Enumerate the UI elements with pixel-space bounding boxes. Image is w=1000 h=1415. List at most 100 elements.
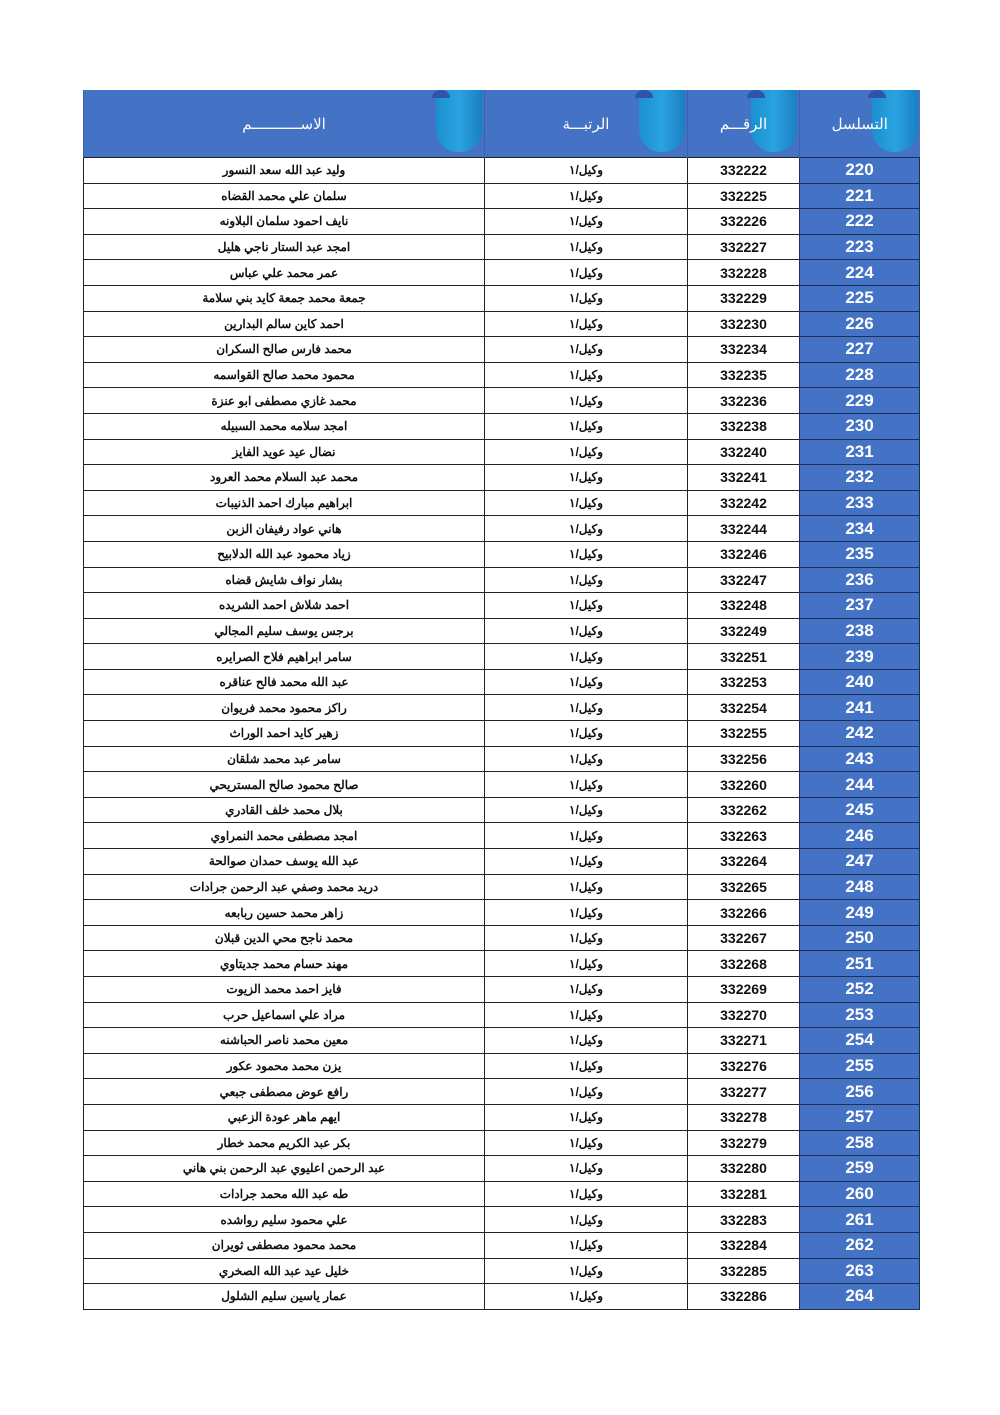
cell-name: امجد مصطفى محمد النمراوي: [83, 822, 485, 850]
table-row: 231 332240 وكيل/١ نضال عيد عويد الفايز: [83, 438, 920, 466]
cell-serial: 232: [799, 464, 920, 491]
cell-name: نايف احمود سلمان البلاونه: [83, 208, 485, 235]
table-row: 227 332234 وكيل/١ محمد فارس صالح السكران: [83, 336, 920, 363]
table-row: 236 332247 وكيل/١ بشار نواف شايش قضاه: [83, 566, 920, 594]
table-row: 257 332278 وكيل/١ ايهم ماهر عودة الزعبي: [83, 1103, 920, 1131]
table-body: 220 332222 وكيل/١ وليد عبد الله سعد النسور 2…: [83, 157, 920, 1310]
cell-serial: 236: [799, 566, 920, 594]
cell-number: 332225: [687, 182, 800, 210]
cell-number: 332280: [687, 1155, 800, 1182]
cell-number: 332283: [687, 1206, 800, 1233]
cell-name: محمد محمود مصطفى ثويران: [83, 1231, 485, 1259]
cell-name: علي محمود سليم رواشده: [83, 1206, 485, 1233]
cell-name: مهند حسام محمد جديتاوي: [83, 950, 485, 977]
table-row: 254 332271 وكيل/١ معين محمد ناصر الحباشنه: [83, 1027, 920, 1054]
cell-name: عمر محمد علي عباس: [83, 259, 485, 286]
table-row: 224 332228 وكيل/١ عمر محمد علي عباس: [83, 259, 920, 286]
table-row: 260 332281 وكيل/١ طه عبد الله محمد جرادات: [83, 1180, 920, 1208]
table-row: 252 332269 وكيل/١ فايز احمد محمد الزيوت: [83, 976, 920, 1003]
cell-name: عبد الله محمد فالح عناقره: [83, 668, 485, 696]
cell-rank: وكيل/١: [484, 438, 688, 466]
table-row: 243 332256 وكيل/١ سامر عبد محمد شلقان: [83, 745, 920, 773]
cell-name: دريد محمد وصفي عبد الرحمن جرادات: [83, 873, 485, 901]
cell-rank: وكيل/١: [484, 592, 688, 619]
cell-number: 332284: [687, 1231, 800, 1259]
cell-number: 332278: [687, 1103, 800, 1131]
cell-name: ابراهيم مبارك احمد الذنيبات: [83, 489, 485, 517]
table-row: 263 332285 وكيل/١ خليل عيد عبد الله الصخري: [83, 1257, 920, 1285]
cell-rank: وكيل/١: [484, 182, 688, 210]
cell-name: نضال عيد عويد الفايز: [83, 438, 485, 466]
table-row: 248 332265 وكيل/١ دريد محمد وصفي عبد الرحمن…: [83, 873, 920, 901]
cell-rank: وكيل/١: [484, 157, 688, 184]
table-row: 250 332267 وكيل/١ محمد ناجح محي الدين قبلان: [83, 924, 920, 952]
table-row: 228 332235 وكيل/١ محمود محمد صالح القواسمه: [83, 361, 920, 389]
header-name: الاســـــــــــم: [83, 90, 485, 158]
cell-serial: 248: [799, 873, 920, 901]
cell-name: محمد فارس صالح السكران: [83, 336, 485, 363]
cell-number: 332235: [687, 361, 800, 389]
cell-name: محمد ناجح محي الدين قبلان: [83, 924, 485, 952]
table-row: 229 332236 وكيل/١ محمد غازي مصطفى ابو عنزة: [83, 387, 920, 414]
cell-name: صالح محمود صالح المستريحي: [83, 771, 485, 798]
table-row: 247 332264 وكيل/١ عبد الله يوسف حمدان صوالح…: [83, 848, 920, 875]
cell-rank: وكيل/١: [484, 208, 688, 235]
cell-rank: وكيل/١: [484, 361, 688, 389]
table-row: 249 332266 وكيل/١ زاهر محمد حسين ربابعه: [83, 899, 920, 926]
cell-rank: وكيل/١: [484, 873, 688, 901]
table-row: 262 332284 وكيل/١ محمد محمود مصطفى ثويران: [83, 1231, 920, 1259]
cell-name: هاني عواد رفيفان الزبن: [83, 515, 485, 542]
cell-name: احمد شلاش احمد الشريده: [83, 592, 485, 619]
cell-number: 332241: [687, 464, 800, 491]
cell-rank: وكيل/١: [484, 540, 688, 568]
cell-rank: وكيل/١: [484, 387, 688, 414]
cell-serial: 239: [799, 643, 920, 670]
table-row: 230 332238 وكيل/١ امجد سلامه محمد السبيله: [83, 412, 920, 440]
cell-serial: 264: [799, 1283, 920, 1310]
cell-serial: 261: [799, 1206, 920, 1233]
cell-name: سامر ابراهيم فلاح الصرايره: [83, 643, 485, 670]
cell-name: محمود محمد صالح القواسمه: [83, 361, 485, 389]
cell-name: زهير كايد احمد الوراث: [83, 720, 485, 747]
cell-serial: 250: [799, 924, 920, 952]
header-tab-decoration: [432, 90, 482, 152]
cell-serial: 223: [799, 233, 920, 261]
cell-name: برجس يوسف سليم المجالي: [83, 617, 485, 645]
cell-number: 332249: [687, 617, 800, 645]
cell-serial: 224: [799, 259, 920, 286]
cell-serial: 233: [799, 489, 920, 517]
cell-number: 332228: [687, 259, 800, 286]
cell-number: 332270: [687, 1001, 800, 1029]
cell-rank: وكيل/١: [484, 848, 688, 875]
cell-number: 332238: [687, 412, 800, 440]
cell-serial: 237: [799, 592, 920, 619]
cell-serial: 257: [799, 1103, 920, 1131]
cell-number: 332281: [687, 1180, 800, 1208]
cell-rank: وكيل/١: [484, 822, 688, 850]
cell-rank: وكيل/١: [484, 899, 688, 926]
cell-name: امجد عبد الستار ناجي هليل: [83, 233, 485, 261]
cell-number: 332240: [687, 438, 800, 466]
cell-number: 332226: [687, 208, 800, 235]
cell-number: 332234: [687, 336, 800, 363]
cell-serial: 225: [799, 284, 920, 312]
table-row: 264 332286 وكيل/١ عمار ياسين سليم الشلول: [83, 1283, 920, 1310]
cell-serial: 259: [799, 1155, 920, 1182]
table-row: 233 332242 وكيل/١ ابراهيم مبارك احمد الذنيب…: [83, 489, 920, 517]
cell-rank: وكيل/١: [484, 1129, 688, 1157]
table-header-row: التسلسل الرقـــم الرتبـــة الاســـــــــ…: [83, 90, 920, 158]
cell-serial: 234: [799, 515, 920, 542]
table-row: 241 332254 وكيل/١ راكز محمود محمد فريوان: [83, 694, 920, 722]
table-row: 235 332246 وكيل/١ زياد محمود عبد الله الدلا…: [83, 540, 920, 568]
table-row: 258 332279 وكيل/١ بكر عبد الكريم محمد خطار: [83, 1129, 920, 1157]
table-row: 255 332276 وكيل/١ يزن محمد محمود عكور: [83, 1052, 920, 1080]
cell-rank: وكيل/١: [484, 668, 688, 696]
cell-serial: 247: [799, 848, 920, 875]
cell-name: سلمان علي محمد القضاه: [83, 182, 485, 210]
table-row: 226 332230 وكيل/١ احمد كاين سالم البدارين: [83, 310, 920, 338]
cell-name: خليل عيد عبد الله الصخري: [83, 1257, 485, 1285]
cell-rank: وكيل/١: [484, 259, 688, 286]
cell-number: 332262: [687, 796, 800, 824]
cell-serial: 246: [799, 822, 920, 850]
table-row: 238 332249 وكيل/١ برجس يوسف سليم المجالي: [83, 617, 920, 645]
